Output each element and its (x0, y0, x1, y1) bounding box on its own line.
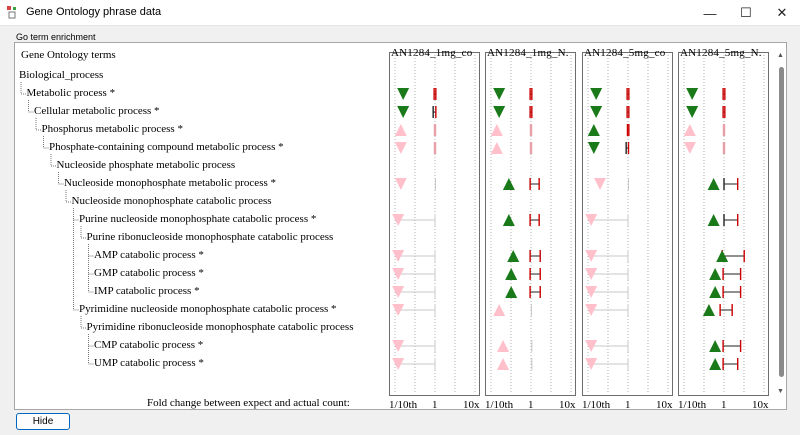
go-term[interactable]: Pyrimidine nucleoside monophosphate cata… (79, 303, 337, 315)
fold-change-plots (392, 55, 765, 393)
up-triangle-marker (505, 286, 518, 298)
down-triangle-marker (397, 88, 410, 100)
up-triangle-marker (709, 268, 722, 280)
scroll-thumb[interactable] (779, 67, 784, 377)
enrichment-panel: Gene Ontology terms Biological_process Me… (14, 42, 787, 411)
down-triangle-marker (683, 142, 696, 154)
down-triangle-marker (394, 178, 407, 190)
down-triangle-marker (585, 268, 598, 280)
tree-header: Gene Ontology terms (21, 49, 116, 61)
down-triangle-marker (392, 304, 405, 316)
go-term[interactable]: Phosphorus metabolic process * (41, 123, 183, 135)
down-triangle-marker (585, 214, 598, 226)
up-triangle-marker (502, 178, 515, 190)
down-triangle-marker (397, 106, 410, 118)
down-triangle-marker (392, 250, 405, 262)
tick-label: 10x (559, 399, 576, 411)
up-triangle-marker (493, 304, 506, 316)
down-triangle-marker (392, 214, 405, 226)
up-triangle-marker (502, 214, 515, 226)
up-triangle-marker (505, 268, 518, 280)
down-triangle-marker (585, 358, 598, 370)
tick-label: 1/10th (678, 399, 707, 411)
up-triangle-marker (709, 340, 722, 352)
go-term[interactable]: Nucleoside monophosphate catabolic proce… (71, 195, 272, 207)
tick-label: 1 (432, 399, 438, 411)
go-term[interactable]: Biological_process (19, 69, 104, 81)
go-term[interactable]: GMP catabolic process * (94, 267, 204, 279)
up-triangle-marker (716, 250, 729, 262)
up-triangle-marker (707, 178, 720, 190)
down-triangle-marker (394, 142, 407, 154)
up-triangle-marker (702, 304, 715, 316)
go-term[interactable]: UMP catabolic process * (94, 357, 204, 369)
tick-label: 1 (625, 399, 631, 411)
up-triangle-marker (394, 124, 407, 136)
down-triangle-marker (585, 286, 598, 298)
column-header-1: AN1284_1mg_co (391, 47, 473, 59)
down-triangle-marker (493, 106, 506, 118)
down-triangle-marker (392, 340, 405, 352)
window-title: Gene Ontology phrase data (26, 6, 162, 18)
go-term[interactable]: Metabolic process * (26, 87, 116, 99)
up-triangle-marker (587, 124, 600, 136)
down-triangle-marker (585, 340, 598, 352)
group-label: Go term enrichment (16, 32, 96, 42)
tick-label: 10x (463, 399, 480, 411)
scroll-up-icon[interactable]: ▲ (777, 51, 784, 59)
up-triangle-marker (709, 358, 722, 370)
maximize-button[interactable]: ☐ (740, 5, 752, 20)
down-triangle-marker (594, 178, 607, 190)
down-triangle-marker (585, 250, 598, 262)
tick-label: 1 (721, 399, 727, 411)
down-triangle-marker (392, 268, 405, 280)
tick-label: 1/10th (582, 399, 611, 411)
up-triangle-marker (707, 214, 720, 226)
hide-button[interactable]: Hide (16, 413, 70, 430)
up-triangle-marker (497, 358, 510, 370)
go-term[interactable]: IMP catabolic process * (94, 285, 200, 297)
tick-label: 10x (656, 399, 673, 411)
down-triangle-marker (392, 286, 405, 298)
title-bar: Gene Ontology phrase data — ☐ ✕ (0, 0, 800, 26)
up-triangle-marker (507, 250, 520, 262)
go-term[interactable]: Cellular metabolic process * (34, 105, 160, 117)
tick-label: 1/10th (389, 399, 418, 411)
tick-label: 1/10th (485, 399, 514, 411)
up-triangle-marker (490, 142, 503, 154)
app-logo-icon (7, 6, 16, 19)
go-term[interactable]: Pyrimidine ribonucleoside monophosphate … (86, 321, 354, 333)
down-triangle-marker (587, 142, 600, 154)
scroll-down-icon[interactable]: ▼ (777, 387, 784, 395)
go-term[interactable]: Purine ribonucleoside monophosphate cata… (86, 231, 334, 243)
column-header-2: AN1284_1mg_N. (487, 47, 569, 59)
up-triangle-marker (497, 340, 510, 352)
down-triangle-marker (686, 106, 699, 118)
go-term[interactable]: AMP catabolic process * (94, 249, 204, 261)
down-triangle-marker (590, 88, 603, 100)
down-triangle-marker (590, 106, 603, 118)
up-triangle-marker (683, 124, 696, 136)
down-triangle-marker (392, 358, 405, 370)
tick-label: 1 (528, 399, 534, 411)
tree-connectors (20, 82, 94, 365)
column-header-4: AN1284_5mg_N. (680, 47, 762, 59)
vertical-scrollbar[interactable]: ▲ ▼ (777, 51, 785, 395)
close-button[interactable]: ✕ (776, 5, 788, 20)
go-term[interactable]: Phosphate-containing compound metabolic … (49, 141, 284, 153)
down-triangle-marker (493, 88, 506, 100)
down-triangle-marker (686, 88, 699, 100)
column-header-3: AN1284_5mg_co (584, 47, 666, 59)
tick-label: 10x (752, 399, 769, 411)
axis-caption: Fold change between expect and actual co… (147, 397, 350, 409)
go-term[interactable]: Nucleoside phosphate metabolic process (56, 159, 236, 171)
up-triangle-marker (490, 124, 503, 136)
go-term[interactable]: Nucleoside monophosphate metabolic proce… (64, 177, 277, 189)
minimize-button[interactable]: — (703, 5, 717, 21)
up-triangle-marker (709, 286, 722, 298)
go-term[interactable]: CMP catabolic process * (94, 339, 204, 351)
down-triangle-marker (585, 304, 598, 316)
go-term[interactable]: Purine nucleoside monophosphate cataboli… (79, 213, 317, 225)
